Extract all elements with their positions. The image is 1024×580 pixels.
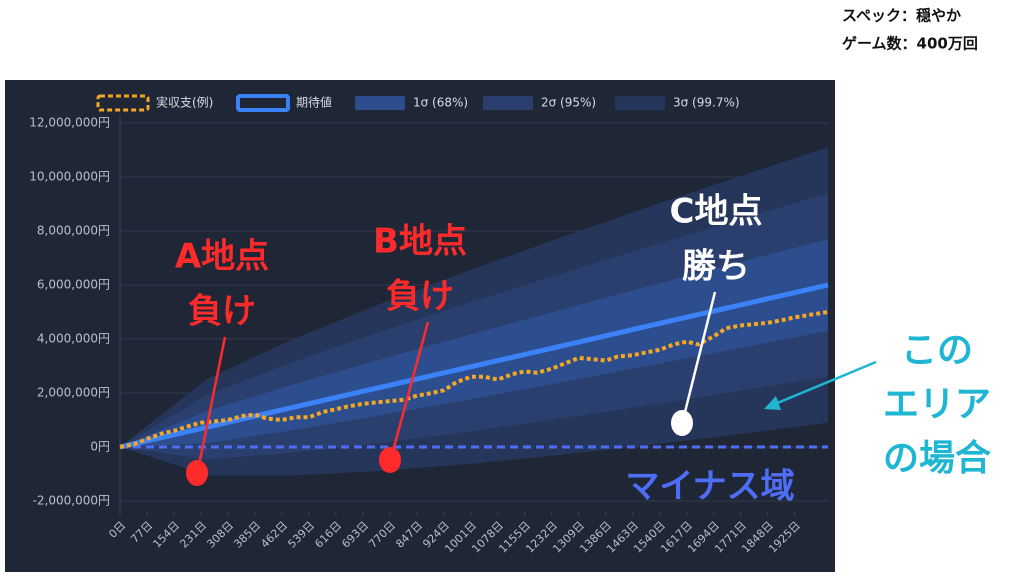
- annotation: この: [901, 330, 973, 371]
- pointer: [681, 291, 717, 421]
- legend-swatch: [236, 94, 290, 112]
- marker-dot: [379, 447, 401, 473]
- y-tick-label: 4,000,000円: [37, 332, 110, 346]
- annotation: マイナス域: [625, 467, 794, 507]
- annotation: 負け: [386, 277, 454, 317]
- y-tick-label: -2,000,000円: [33, 494, 110, 508]
- y-tick-label: 8,000,000円: [37, 224, 110, 238]
- sigma-band: [120, 239, 828, 447]
- marker-dot: [671, 410, 693, 436]
- legend-swatch: [483, 96, 533, 110]
- legend-label: 2σ (95%): [541, 96, 596, 110]
- annotation: 負け: [188, 292, 256, 332]
- games-label: ゲーム数：400万回: [842, 35, 978, 53]
- annotation: A地点: [175, 237, 269, 277]
- y-tick-label: 12,000,000円: [29, 116, 110, 130]
- y-tick-label: 2,000,000円: [37, 386, 110, 400]
- pointer: [389, 321, 430, 459]
- y-tick-label: 10,000,000円: [29, 170, 110, 184]
- legend-label: 1σ (68%): [413, 96, 468, 110]
- marker-dot: [186, 460, 208, 486]
- annotation: C地点: [670, 192, 763, 232]
- y-tick-label: 6,000,000円: [37, 278, 110, 292]
- legend-swatch: [355, 96, 405, 110]
- annotation: B地点: [373, 222, 467, 262]
- arrow-head: [764, 396, 781, 410]
- annotation: 勝ち: [682, 247, 750, 287]
- legend-label: 期待値: [296, 95, 332, 110]
- legend-swatch: [615, 96, 665, 110]
- arrow-line: [774, 360, 877, 406]
- legend-label: 3σ (99.7%): [673, 96, 740, 110]
- spec-label: スペック：穏やか: [842, 7, 961, 25]
- annotation: の場合: [883, 438, 991, 479]
- pointer: [196, 336, 227, 471]
- annotation: エリア: [883, 384, 991, 425]
- legend-swatch: [96, 94, 150, 112]
- legend-label: 実収支(例): [156, 95, 213, 110]
- y-tick-label: 0円: [90, 440, 110, 454]
- expected-line: [119, 282, 829, 450]
